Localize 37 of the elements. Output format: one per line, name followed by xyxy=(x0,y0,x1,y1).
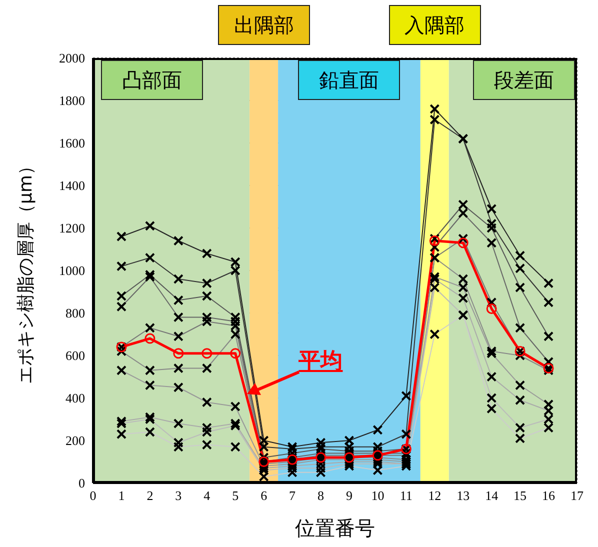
x-tick-label: 15 xyxy=(514,488,527,504)
y-tick-label: 2000 xyxy=(59,50,85,66)
x-tick-label: 5 xyxy=(232,488,239,504)
x-tick-label: 1 xyxy=(118,488,125,504)
x-tick-label: 17 xyxy=(570,488,584,504)
x-tick-label: 3 xyxy=(175,488,182,504)
y-tick-label: 0 xyxy=(78,476,85,491)
y-tick-label: 600 xyxy=(66,348,85,364)
y-tick-label: 1000 xyxy=(59,263,85,278)
x-tick-label: 6 xyxy=(260,488,268,504)
y-tick-label: 800 xyxy=(66,306,85,321)
band-label: 入隅部 xyxy=(404,12,465,38)
x-tick-label: 4 xyxy=(204,488,211,504)
band-label: 出隅部 xyxy=(234,12,294,38)
x-tick-label: 14 xyxy=(485,488,499,504)
y-tick-label: 1200 xyxy=(59,220,85,236)
x-tick-label: 11 xyxy=(400,488,412,504)
x-axis-title: 位置番号 xyxy=(295,516,375,540)
band-label: 鉛直面 xyxy=(319,66,380,94)
x-tick-label: 9 xyxy=(346,488,352,504)
y-tick-label: 200 xyxy=(66,433,85,448)
x-tick-label: 8 xyxy=(318,488,324,504)
x-tick-label: 7 xyxy=(289,488,296,504)
y-axis-title: エポキシ樹脂の層厚（μm） xyxy=(15,157,36,384)
x-tick-label: 10 xyxy=(371,488,384,504)
x-tick-label: 16 xyxy=(542,488,556,504)
band-label: 凸部面 xyxy=(122,66,182,94)
x-tick-label: 12 xyxy=(428,488,442,504)
y-tick-label: 1600 xyxy=(59,136,85,151)
x-tick-label: 2 xyxy=(146,488,154,504)
y-tick-label: 1400 xyxy=(59,178,85,194)
annotation: 平均 xyxy=(298,348,343,376)
y-tick-label: 400 xyxy=(66,390,85,406)
y-tick-label: 1800 xyxy=(59,93,85,108)
x-tick-label: 13 xyxy=(456,488,470,504)
band-label: 段差面 xyxy=(494,66,554,94)
x-tick-label: 0 xyxy=(90,488,96,504)
